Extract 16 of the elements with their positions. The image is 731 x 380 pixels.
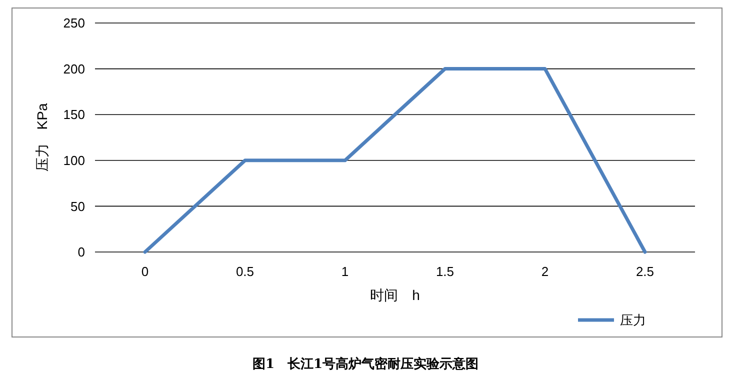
x-tick-label: 1 [341, 264, 349, 279]
y-tick-label: 0 [78, 244, 85, 260]
y-tick-label: 100 [63, 152, 85, 168]
y-axis-title: 压力 KPa [34, 103, 50, 172]
legend-label: 压力 [620, 312, 646, 328]
x-tick-label: 1.5 [436, 264, 454, 279]
x-tick-label: 0 [141, 264, 149, 279]
x-tick-label: 2 [541, 264, 549, 279]
x-axis-title: 时间 h [370, 287, 420, 303]
y-tick-label: 50 [70, 198, 85, 214]
text: 图1 长江1号高炉气密耐压实验示意图 [252, 356, 479, 372]
y-tick-label: 150 [63, 107, 85, 122]
y-tick-label: 200 [63, 61, 85, 76]
x-tick-label: 0.5 [236, 264, 254, 279]
x-tick-label: 2.5 [636, 264, 654, 279]
y-tick-label: 250 [63, 16, 85, 31]
